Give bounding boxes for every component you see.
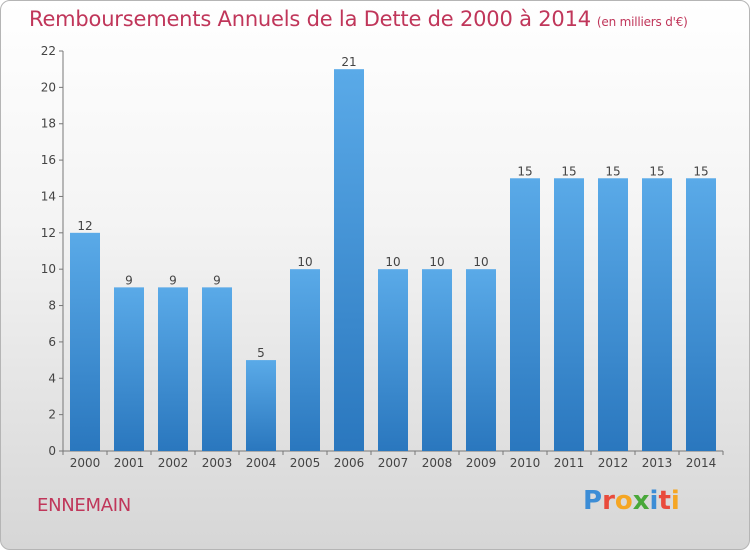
x-tick-label: 2000 [70, 456, 101, 470]
bar-2010 [510, 178, 540, 452]
x-tick-label: 2013 [642, 456, 673, 470]
chart-title: Remboursements Annuels de la Dette de 20… [29, 7, 688, 31]
y-tick-label: 4 [48, 371, 56, 385]
bar-value-label: 21 [341, 55, 356, 69]
y-tick-label: 20 [41, 80, 56, 94]
x-tick-label: 2001 [114, 456, 145, 470]
bar-2008 [422, 269, 452, 451]
x-tick-label: 2006 [334, 456, 365, 470]
bar-value-label: 15 [693, 164, 708, 178]
bar-2012 [598, 178, 628, 452]
bar-2004 [246, 360, 276, 451]
bar-2002 [158, 287, 188, 451]
bar-value-label: 10 [473, 255, 488, 269]
bar-value-label: 9 [125, 273, 133, 287]
bar-2009 [466, 269, 496, 451]
bar-value-label: 12 [77, 219, 92, 233]
y-tick-label: 12 [41, 226, 56, 240]
bar-2013 [642, 178, 672, 452]
chart-subtitle: (en milliers d'€) [596, 15, 688, 29]
y-tick-label: 6 [48, 335, 56, 349]
bar-value-label: 10 [385, 255, 400, 269]
x-tick-label: 2012 [598, 456, 629, 470]
x-tick-label: 2002 [158, 456, 189, 470]
bar-2006 [334, 69, 364, 451]
y-tick-label: 2 [48, 408, 56, 422]
bar-value-label: 10 [429, 255, 444, 269]
commune-name: ENNEMAIN [37, 495, 131, 516]
bar-2003 [202, 287, 232, 451]
y-tick-label: 22 [41, 44, 56, 58]
x-tick-label: 2008 [422, 456, 453, 470]
proxiti-logo: Proxiti [583, 486, 680, 516]
y-tick-label: 18 [41, 117, 56, 131]
x-tick-label: 2007 [378, 456, 409, 470]
bar-2001 [114, 287, 144, 451]
x-tick-label: 2004 [246, 456, 277, 470]
bar-2011 [554, 178, 584, 452]
y-tick-label: 10 [41, 262, 56, 276]
bar-value-label: 15 [517, 164, 532, 178]
x-tick-label: 2009 [466, 456, 497, 470]
x-tick-label: 2011 [554, 456, 585, 470]
bar-2000 [70, 232, 100, 451]
y-tick-label: 16 [41, 153, 56, 167]
bar-2005 [290, 269, 320, 451]
x-tick-label: 2005 [290, 456, 321, 470]
bar-value-label: 15 [649, 164, 664, 178]
bar-value-label: 15 [605, 164, 620, 178]
y-tick-label: 14 [41, 189, 56, 203]
y-tick-label: 8 [48, 299, 56, 313]
bar-value-label: 5 [257, 346, 265, 360]
bar-value-label: 9 [213, 273, 221, 287]
x-tick-label: 2014 [686, 456, 717, 470]
bar-value-label: 15 [561, 164, 576, 178]
y-tick-label: 0 [48, 444, 56, 458]
x-tick-label: 2003 [202, 456, 233, 470]
x-tick-label: 2010 [510, 456, 541, 470]
bar-2014 [686, 178, 716, 452]
bar-value-label: 9 [169, 273, 177, 287]
bar-value-label: 10 [297, 255, 312, 269]
bar-2007 [378, 269, 408, 451]
